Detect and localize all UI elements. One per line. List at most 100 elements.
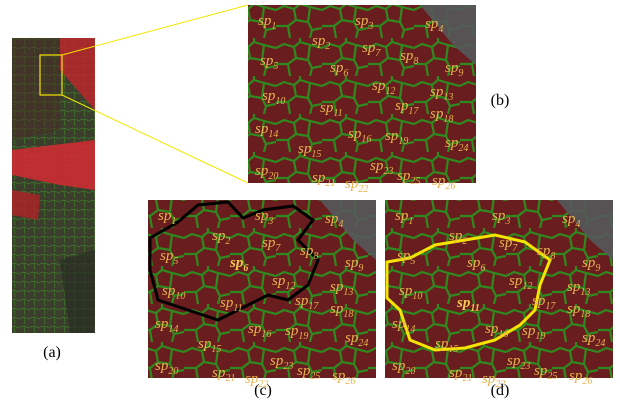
label-prefix: sp [212, 228, 226, 244]
label-subscript: 23 [283, 361, 293, 372]
label-subscript: 21 [325, 178, 335, 189]
label-prefix: sp [537, 243, 551, 259]
caption: (b) [491, 92, 510, 109]
label-subscript: 21 [225, 373, 235, 384]
label-subscript: 14 [405, 324, 415, 335]
label-subscript: 15 [311, 149, 321, 160]
label-subscript: 26 [582, 376, 592, 387]
label-subscript: 18 [343, 309, 353, 320]
label-prefix: sp [485, 321, 499, 337]
label-subscript: 5 [273, 61, 278, 72]
label-prefix: sp [499, 235, 513, 251]
caption: (c) [254, 382, 272, 399]
label-prefix: sp [449, 365, 463, 381]
label-prefix: sp [298, 141, 312, 157]
caption: (d) [491, 382, 510, 399]
label-subscript: 19 [298, 331, 308, 342]
label-subscript: 8 [413, 56, 418, 67]
label-subscript: 16 [498, 329, 508, 340]
label-subscript: 22 [358, 184, 368, 195]
label-prefix: sp [362, 40, 376, 56]
label-prefix: sp [492, 208, 506, 224]
label-prefix: sp [534, 363, 548, 379]
label-subscript: 20 [168, 366, 178, 377]
label-prefix: sp [345, 255, 359, 271]
label-prefix: sp [345, 330, 359, 346]
label-subscript: 6 [243, 263, 248, 274]
label-prefix: sp [312, 170, 326, 186]
label-subscript: 1 [408, 216, 413, 227]
label-prefix: sp [320, 100, 334, 116]
panel-a-image [12, 38, 95, 333]
label-subscript: 3 [267, 216, 273, 227]
label-subscript: 8 [550, 251, 555, 262]
label-subscript: 4 [338, 219, 343, 230]
label-prefix: sp [435, 336, 449, 352]
label-subscript: 21 [462, 373, 472, 384]
label-prefix: sp [432, 173, 446, 189]
label-subscript: 5 [410, 256, 415, 267]
label-prefix: sp [258, 13, 272, 29]
label-prefix: sp [445, 60, 459, 76]
label-subscript: 4 [575, 219, 580, 230]
label-subscript: 23 [520, 361, 530, 372]
label-subscript: 24 [358, 338, 368, 349]
caption: (a) [43, 344, 61, 361]
label-prefix: sp [372, 78, 386, 94]
label-prefix: sp [395, 208, 409, 224]
label-prefix: sp [370, 158, 384, 174]
label-subscript: 3 [367, 21, 373, 32]
label-subscript: 2 [325, 41, 330, 52]
label-prefix: sp [355, 13, 369, 29]
label-prefix: sp [467, 255, 481, 271]
label-subscript: 17 [545, 301, 556, 312]
label-subscript: 10 [412, 291, 422, 302]
label-prefix: sp [155, 358, 169, 374]
label-prefix: sp [312, 33, 326, 49]
label-prefix: sp [330, 279, 344, 295]
label-subscript: 3 [504, 216, 510, 227]
label-prefix: sp [297, 363, 311, 379]
label-subscript: 17 [408, 106, 419, 117]
label-prefix: sp [270, 353, 284, 369]
label-prefix: sp [260, 53, 274, 69]
label-subscript: 6 [343, 68, 348, 79]
figure: (a) sp1sp3sp4sp2sp7sp5sp8sp6sp9sp12sp13s… [0, 0, 620, 401]
label-subscript: 4 [438, 24, 443, 35]
label-subscript: 20 [268, 171, 278, 182]
label-prefix: sp [262, 88, 276, 104]
label-subscript: 26 [445, 181, 455, 192]
label-prefix: sp [522, 323, 536, 339]
label-prefix: sp [255, 208, 269, 224]
label-subscript: 11 [470, 303, 479, 314]
label-prefix: sp [532, 293, 546, 309]
label-prefix: sp [430, 84, 444, 100]
label-subscript: 11 [333, 108, 342, 119]
label-subscript: 13 [443, 92, 453, 103]
label-prefix: sp [509, 273, 523, 289]
label-prefix: sp [385, 128, 399, 144]
label-prefix: sp [582, 330, 596, 346]
label-subscript: 15 [211, 344, 221, 355]
label-subscript: 12 [522, 281, 532, 292]
label-subscript: 11 [233, 303, 242, 314]
label-prefix: sp [345, 176, 359, 192]
label-subscript: 25 [310, 371, 320, 382]
label-subscript: 9 [458, 68, 463, 79]
label-subscript: 25 [410, 176, 420, 187]
label-subscript: 9 [595, 263, 600, 274]
label-subscript: 12 [285, 281, 295, 292]
label-subscript: 1 [171, 216, 176, 227]
label-prefix: sp [397, 168, 411, 184]
label-prefix: sp [456, 295, 471, 311]
label-subscript: 17 [308, 301, 319, 312]
label-prefix: sp [255, 163, 269, 179]
label-subscript: 25 [547, 371, 557, 382]
label-prefix: sp [399, 283, 413, 299]
label-subscript: 1 [271, 21, 276, 32]
label-prefix: sp [400, 48, 414, 64]
label-subscript: 2 [462, 236, 467, 247]
label-prefix: sp [155, 316, 169, 332]
label-prefix: sp [160, 248, 174, 264]
label-prefix: sp [248, 321, 262, 337]
